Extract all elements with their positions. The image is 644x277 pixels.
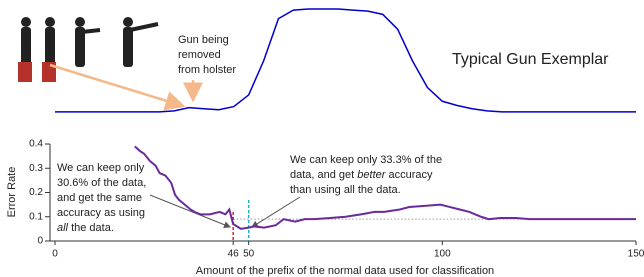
annotation-text: accuracy as using bbox=[57, 207, 145, 219]
annotation-text: We can keep only bbox=[57, 162, 145, 174]
x-axis-label: Amount of the prefix of the normal data … bbox=[196, 265, 494, 277]
annotation-text: and get the same bbox=[57, 192, 142, 204]
annotation: than using all the data. bbox=[290, 184, 401, 196]
y-tick-label: 0.2 bbox=[29, 187, 43, 198]
y-tick-label: 0 bbox=[37, 236, 43, 247]
annotation: data, and get better accuracy bbox=[290, 169, 433, 181]
y-tick-label: 0.1 bbox=[29, 211, 43, 222]
annotation-text: better bbox=[357, 169, 386, 181]
annotation: 30.6% of the data, bbox=[57, 177, 146, 189]
annotation-text: than using all the data. bbox=[290, 184, 401, 196]
annotation-text: 30.6% of the data, bbox=[57, 177, 146, 189]
annotation: accuracy as using bbox=[57, 207, 145, 219]
x-tick-label: 150 bbox=[628, 249, 644, 260]
annotation: We can keep only bbox=[57, 162, 145, 174]
annotation-line: from holster bbox=[178, 64, 236, 76]
x-tick-label: 0 bbox=[52, 249, 58, 260]
annotation-text: the data. bbox=[68, 222, 114, 234]
annotation-text: accuracy bbox=[385, 169, 433, 181]
annotation-text: all bbox=[57, 222, 69, 234]
pointer-arrow bbox=[252, 197, 300, 227]
pointer-arrow bbox=[150, 195, 230, 227]
annotation-text: We can keep only 33.3% of the bbox=[290, 154, 442, 166]
figure: Typical Gun Exemplar Gun being removed f… bbox=[0, 0, 644, 277]
x-tick-label: 46 bbox=[228, 249, 240, 260]
annotation-text: data, and get bbox=[290, 169, 357, 181]
photo-strip bbox=[18, 17, 193, 106]
annotation: all the data. bbox=[57, 222, 114, 234]
annotation-line: removed bbox=[178, 49, 221, 61]
annotation: and get the same bbox=[57, 192, 142, 204]
title: Typical Gun Exemplar bbox=[452, 51, 609, 68]
y-tick-label: 0.4 bbox=[29, 139, 43, 150]
y-axis-label: Error Rate bbox=[6, 167, 18, 218]
annotation-line: Gun being bbox=[178, 34, 229, 46]
x-tick-label: 100 bbox=[434, 249, 451, 260]
x-tick-label: 50 bbox=[243, 249, 255, 260]
y-tick-label: 0.3 bbox=[29, 163, 43, 174]
annotation: We can keep only 33.3% of the bbox=[290, 154, 442, 166]
